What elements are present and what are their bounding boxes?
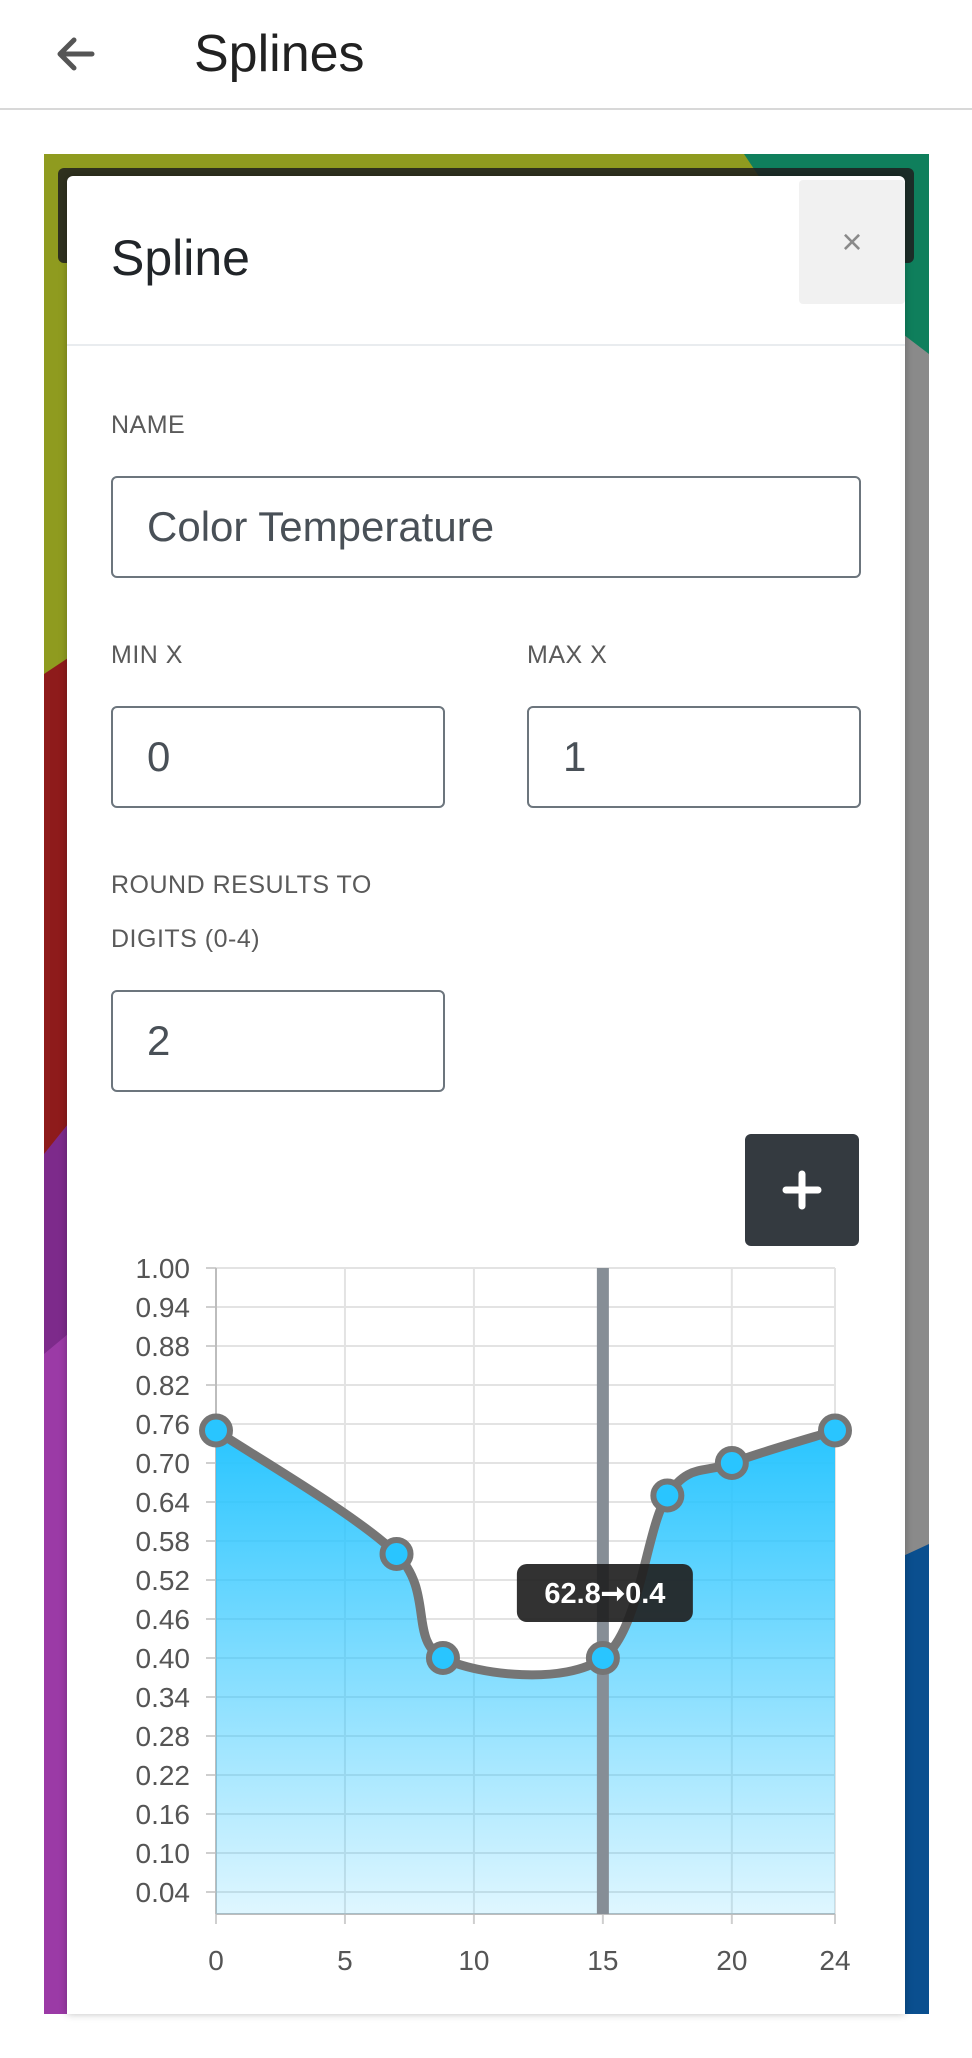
y-tick-label: 0.40 (136, 1643, 191, 1674)
control-point (425, 1641, 460, 1675)
control-point (585, 1641, 620, 1675)
x-tick-label: 5 (337, 1945, 353, 1976)
page-title: Splines (194, 25, 365, 83)
y-tick-label: 0.64 (136, 1487, 191, 1518)
y-tick-label: 0.58 (136, 1526, 191, 1557)
close-icon: × (841, 221, 863, 262)
control-point (379, 1537, 414, 1571)
dialog-title: Spline (111, 230, 250, 286)
y-tick-label: 0.76 (136, 1409, 191, 1440)
x-tick-label: 10 (458, 1945, 489, 1976)
spline-chart[interactable]: 1.00 0.94 0.88 0.82 0.76 0.70 0.64 0.58 0.52 0.46… (67, 176, 905, 2014)
round-digits-label-line1: ROUND RESULTS TO (111, 871, 372, 899)
y-tick-label: 0.28 (136, 1721, 191, 1752)
y-tick-label: 0.94 (136, 1292, 191, 1323)
spline-area-fill (216, 1430, 835, 1914)
y-tick-label: 1.00 (136, 1253, 191, 1284)
y-tick-label: 0.16 (136, 1799, 191, 1830)
y-tick-label: 0.46 (136, 1604, 191, 1635)
dialog-header: Spline × (67, 176, 905, 346)
min-x-input[interactable] (111, 706, 445, 808)
y-tick-label: 0.82 (136, 1370, 191, 1401)
y-tick-label: 0.04 (136, 1877, 191, 1908)
control-point (818, 1413, 852, 1448)
add-point-button[interactable] (745, 1134, 859, 1246)
x-tick-label: 0 (208, 1945, 224, 1976)
y-tick-label: 0.34 (136, 1682, 191, 1713)
tooltip-box (516, 1564, 693, 1622)
y-tick-label: 0.52 (136, 1565, 191, 1596)
tooltip: 62.8➞0.4 (516, 1564, 693, 1622)
tooltip-text: 62.8➞0.4 (544, 1578, 665, 1610)
name-input[interactable] (111, 476, 861, 578)
y-tick-label: 0.10 (136, 1838, 191, 1869)
min-x-label: MIN X (111, 641, 183, 669)
control-point (650, 1478, 685, 1513)
max-x-label: MAX X (527, 641, 608, 669)
close-button[interactable]: × (799, 180, 905, 304)
control-point (199, 1413, 233, 1448)
x-tick-label: 15 (587, 1945, 618, 1976)
round-digits-input[interactable] (111, 990, 445, 1092)
round-digits-label-line2: DIGITS (0-4) (111, 925, 261, 953)
y-tick-label: 0.70 (136, 1448, 191, 1479)
x-tick-label: 24 (819, 1945, 850, 1976)
arrow-left-icon (57, 37, 95, 71)
x-tick-label: 20 (716, 1945, 747, 1976)
y-tick-label: 0.22 (136, 1760, 191, 1791)
plus-icon (782, 1170, 822, 1210)
control-point (714, 1446, 749, 1480)
top-app-bar: Splines (0, 0, 972, 110)
back-button[interactable] (44, 22, 108, 86)
y-tick-label: 0.88 (136, 1331, 191, 1362)
name-label: NAME (111, 411, 186, 439)
max-x-input[interactable] (527, 706, 861, 808)
spline-dialog: Spline × NAME MIN X MAX X ROUND RESULTS … (67, 176, 905, 2014)
